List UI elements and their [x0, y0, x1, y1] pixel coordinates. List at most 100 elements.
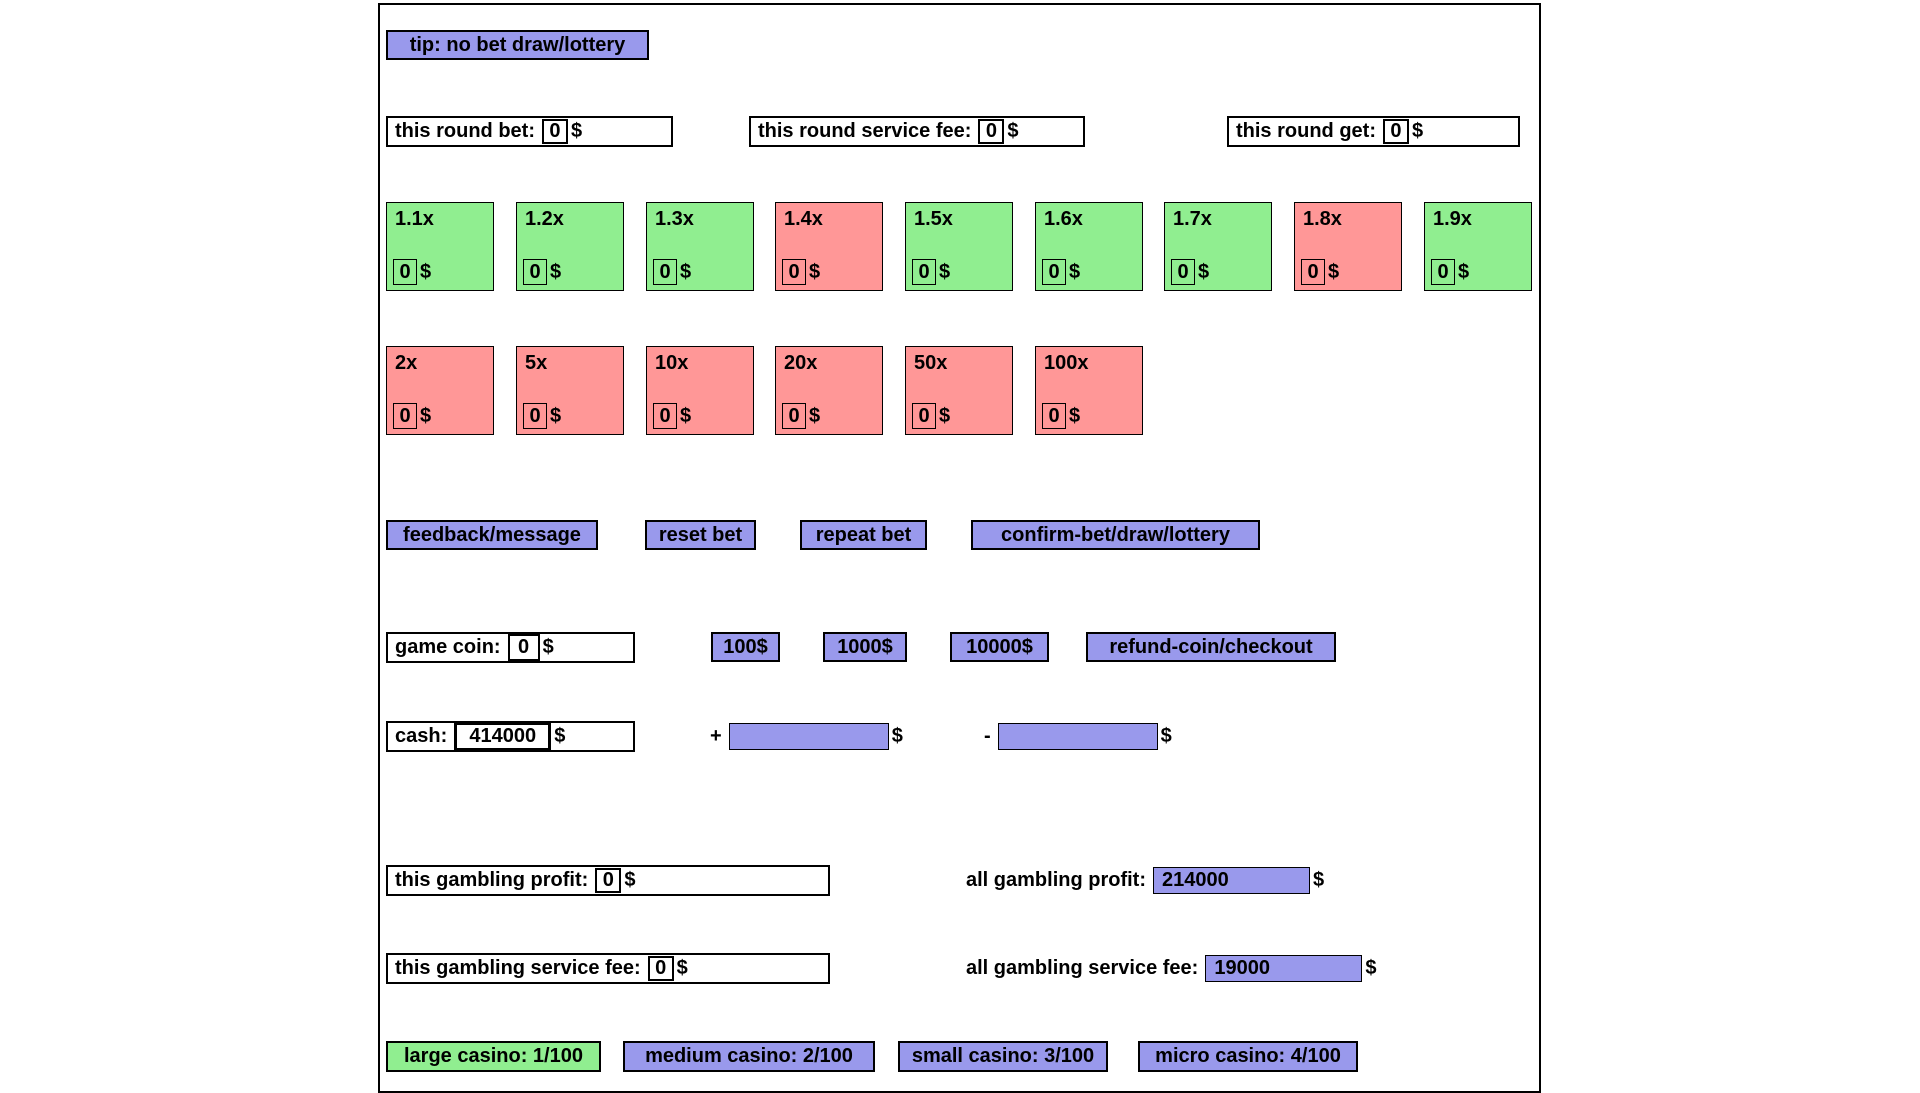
multiplier-box-10x: 10x 0 $	[646, 346, 754, 435]
multiplier-label: 20x	[784, 352, 818, 374]
add-100-button[interactable]: 100$	[711, 632, 780, 662]
add-10000-button[interactable]: 10000$	[950, 632, 1049, 662]
multiplier-bet-input[interactable]: 0	[1042, 403, 1066, 429]
this-gambling-profit-value[interactable]: 0	[595, 868, 622, 893]
multiplier-bet-input[interactable]: 0	[393, 403, 417, 429]
this-round-service-fee-unit: $	[1007, 120, 1019, 142]
multiplier-bet-input[interactable]: 0	[523, 259, 547, 285]
this-round-service-fee-panel: this round service fee: 0 $	[749, 116, 1085, 147]
small-casino-button[interactable]: small casino: 3/100	[898, 1041, 1108, 1072]
multiplier-box-1.3x: 1.3x 0 $	[646, 202, 754, 291]
add-10000-label: 10000$	[966, 635, 1033, 658]
tip-label: tip: no bet draw/lottery	[409, 33, 626, 56]
multiplier-box-2x: 2x 0 $	[386, 346, 494, 435]
this-round-service-fee-value[interactable]: 0	[978, 119, 1005, 144]
multiplier-bet-input[interactable]: 0	[653, 403, 677, 429]
cash-subtract-input[interactable]	[997, 723, 1158, 750]
multiplier-unit: $	[420, 260, 432, 283]
multiplier-label: 1.5x	[914, 208, 953, 230]
multiplier-box-1.7x: 1.7x 0 $	[1164, 202, 1272, 291]
this-round-get-unit: $	[1411, 120, 1424, 142]
tip-banner: tip: no bet draw/lottery	[386, 30, 649, 60]
this-round-bet-value[interactable]: 0	[541, 119, 568, 144]
game-coin-label: game coin:	[395, 636, 501, 658]
multiplier-box-1.1x: 1.1x 0 $	[386, 202, 494, 291]
multiplier-bet-input[interactable]: 0	[782, 403, 806, 429]
multiplier-bet-input[interactable]: 0	[912, 259, 936, 285]
multiplier-box-1.4x: 1.4x 0 $	[775, 202, 883, 291]
this-gambling-profit-panel: this gambling profit: 0 $	[386, 865, 830, 896]
reset-bet-label: reset bet	[658, 523, 743, 546]
cash-subtract-unit: $	[1160, 725, 1172, 747]
micro-casino-button[interactable]: micro casino: 4/100	[1138, 1041, 1358, 1072]
multiplier-unit: $	[680, 404, 692, 427]
multiplier-bet-input[interactable]: 0	[782, 259, 806, 285]
multiplier-unit: $	[1198, 260, 1210, 283]
cash-add-input[interactable]	[728, 723, 889, 750]
multiplier-unit: $	[1069, 404, 1081, 427]
this-gambling-profit-label: this gambling profit:	[395, 869, 589, 891]
multiplier-box-50x: 50x 0 $	[905, 346, 1013, 435]
multiplier-bet-input[interactable]: 0	[1171, 259, 1195, 285]
multiplier-box-1.9x: 1.9x 0 $	[1424, 202, 1532, 291]
multiplier-unit: $	[1458, 260, 1470, 283]
multiplier-box-5x: 5x 0 $	[516, 346, 624, 435]
cash-value[interactable]: 414000	[454, 722, 552, 751]
this-gambling-service-fee-unit: $	[676, 957, 688, 979]
add-1000-label: 1000$	[837, 635, 893, 658]
multiplier-bet-input[interactable]: 0	[1431, 259, 1455, 285]
multiplier-bet-input[interactable]: 0	[1301, 259, 1325, 285]
medium-casino-label: medium casino: 2/100	[645, 1045, 853, 1067]
multiplier-unit: $	[939, 260, 951, 283]
reset-bet-button[interactable]: reset bet	[645, 520, 756, 550]
add-1000-button[interactable]: 1000$	[823, 632, 907, 662]
cash-subtract-group: - $	[984, 721, 1172, 752]
all-gambling-service-fee-label: all gambling service fee:	[966, 957, 1199, 979]
multiplier-unit: $	[809, 404, 821, 427]
multiplier-label: 1.7x	[1173, 208, 1212, 230]
confirm-bet-draw-lottery-button[interactable]: confirm-bet/draw/lottery	[971, 520, 1260, 550]
multiplier-label: 1.3x	[655, 208, 694, 230]
multiplier-label: 2x	[395, 352, 418, 374]
game-coin-value[interactable]: 0	[507, 634, 540, 661]
this-round-bet-unit: $	[570, 120, 583, 142]
feedback-message-button[interactable]: feedback/message	[386, 520, 598, 550]
confirm-bet-draw-lottery-label: confirm-bet/draw/lottery	[1001, 523, 1230, 546]
multiplier-label: 1.9x	[1433, 208, 1472, 230]
this-gambling-profit-unit: $	[624, 869, 636, 891]
small-casino-label: small casino: 3/100	[911, 1045, 1095, 1067]
large-casino-label: large casino: 1/100	[404, 1045, 583, 1067]
multiplier-label: 100x	[1044, 352, 1089, 374]
multiplier-unit: $	[550, 260, 562, 283]
micro-casino-label: micro casino: 4/100	[1155, 1045, 1341, 1067]
this-round-get-value[interactable]: 0	[1382, 119, 1409, 144]
multiplier-bet-input[interactable]: 0	[393, 259, 417, 285]
all-gambling-profit-label: all gambling profit:	[966, 869, 1146, 891]
refund-coin-checkout-label: refund-coin/checkout	[1109, 635, 1313, 658]
multiplier-unit: $	[550, 404, 562, 427]
multiplier-unit: $	[809, 260, 821, 283]
all-gambling-service-fee-unit: $	[1365, 957, 1377, 979]
large-casino-button[interactable]: large casino: 1/100	[386, 1041, 601, 1072]
cash-label: cash:	[395, 725, 448, 747]
multiplier-box-1.6x: 1.6x 0 $	[1035, 202, 1143, 291]
refund-coin-checkout-button[interactable]: refund-coin/checkout	[1086, 632, 1336, 662]
multiplier-unit: $	[939, 404, 951, 427]
cash-add-unit: $	[891, 725, 903, 747]
repeat-bet-button[interactable]: repeat bet	[800, 520, 927, 550]
multiplier-bet-input[interactable]: 0	[1042, 259, 1066, 285]
this-gambling-service-fee-value[interactable]: 0	[647, 956, 674, 981]
multiplier-label: 10x	[655, 352, 689, 374]
multiplier-bet-input[interactable]: 0	[523, 403, 547, 429]
multiplier-bet-input[interactable]: 0	[912, 403, 936, 429]
multiplier-label: 1.8x	[1303, 208, 1342, 230]
multiplier-box-100x: 100x 0 $	[1035, 346, 1143, 435]
plus-sign: +	[710, 725, 722, 747]
cash-unit: $	[554, 725, 566, 747]
multiplier-bet-input[interactable]: 0	[653, 259, 677, 285]
this-gambling-service-fee-panel: this gambling service fee: 0 $	[386, 953, 830, 984]
medium-casino-button[interactable]: medium casino: 2/100	[623, 1041, 875, 1072]
all-gambling-profit-unit: $	[1313, 869, 1325, 891]
this-round-service-fee-label: this round service fee:	[758, 120, 972, 142]
this-gambling-service-fee-label: this gambling service fee:	[395, 957, 641, 979]
